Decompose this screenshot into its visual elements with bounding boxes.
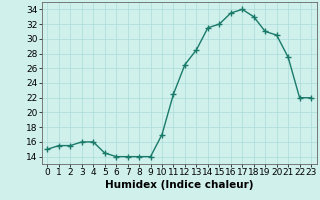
X-axis label: Humidex (Indice chaleur): Humidex (Indice chaleur) <box>105 180 253 190</box>
